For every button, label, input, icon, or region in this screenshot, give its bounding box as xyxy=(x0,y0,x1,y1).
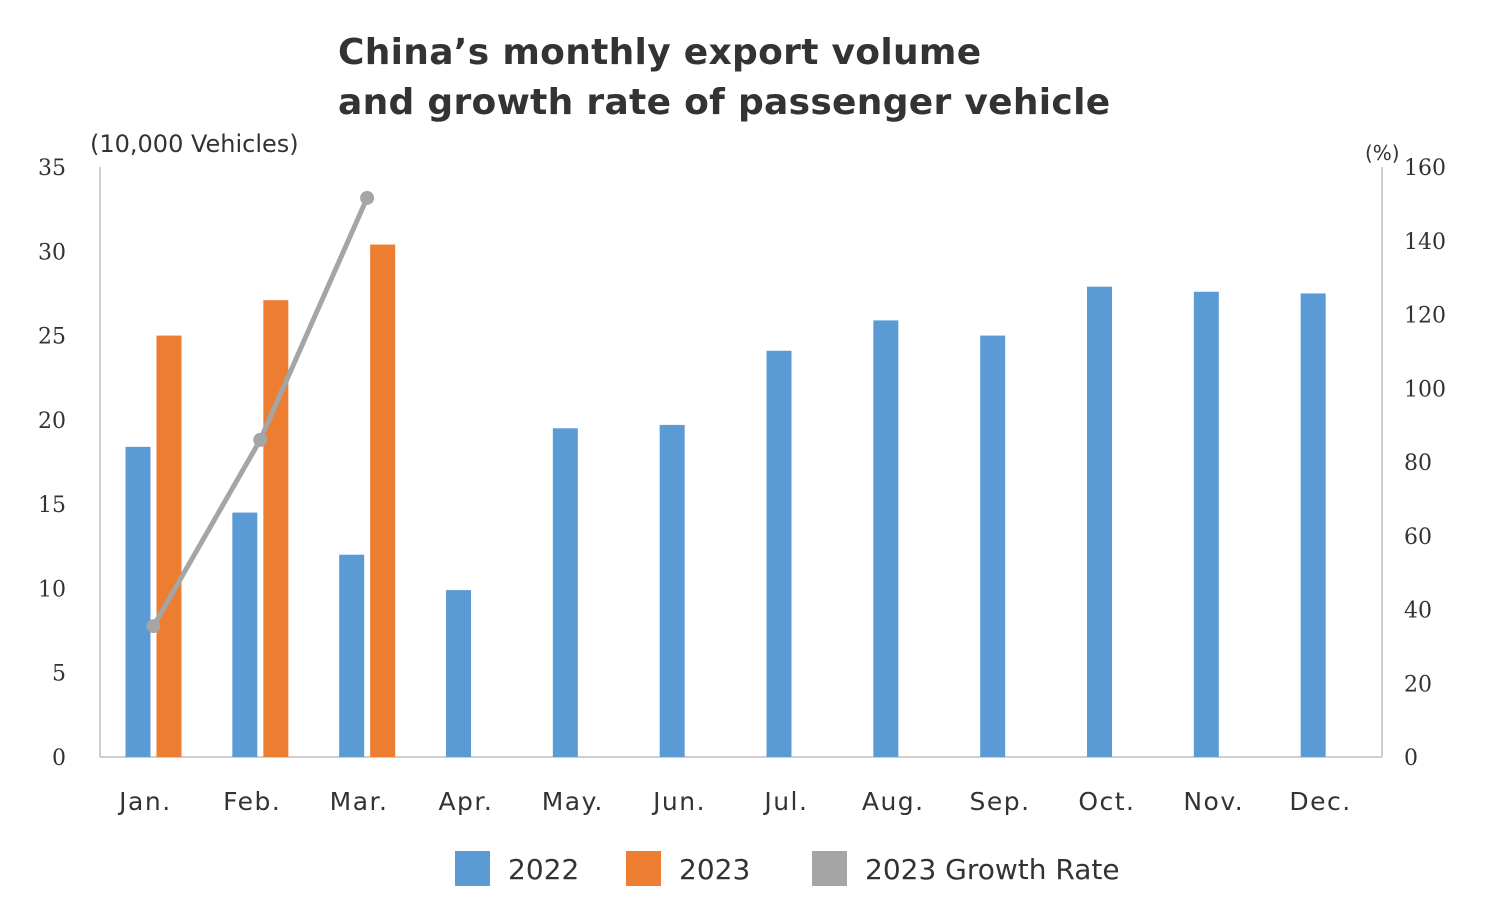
month-label: Oct. xyxy=(1078,787,1135,816)
legend-label: 2022 xyxy=(508,853,579,886)
month-label: Mar. xyxy=(330,787,389,816)
right-tick-label: 140 xyxy=(1404,230,1446,255)
legend-swatch-2023-growth-rate xyxy=(812,851,847,886)
left-tick-label: 35 xyxy=(38,156,66,181)
bar-2022-jan xyxy=(125,446,151,757)
right-tick-label: 0 xyxy=(1404,746,1418,771)
left-tick-label: 0 xyxy=(52,746,66,771)
right-tick-label: 80 xyxy=(1404,451,1432,476)
growth-rate-point xyxy=(146,619,161,634)
right-tick-label: 40 xyxy=(1404,599,1432,624)
bar-2022-sep xyxy=(980,335,1006,757)
left-tick-label: 10 xyxy=(38,577,66,602)
month-label: Nov. xyxy=(1183,787,1244,816)
bar-2022-apr xyxy=(446,590,471,757)
chart-title: China’s monthly export volume and growth… xyxy=(338,28,1110,128)
legend-swatch-2023 xyxy=(626,851,661,886)
right-tick-label: 100 xyxy=(1404,377,1446,402)
left-tick-label: 5 xyxy=(52,662,66,687)
month-label: Aug. xyxy=(862,787,925,816)
month-label: Jan. xyxy=(117,787,171,816)
month-label: May. xyxy=(542,787,604,816)
bar-2022-nov xyxy=(1193,291,1219,757)
right-tick-label: 120 xyxy=(1404,304,1446,329)
chart-title-line2: and growth rate of passenger vehicle xyxy=(338,82,1111,123)
left-tick-label: 25 xyxy=(38,325,66,350)
month-label: Dec. xyxy=(1289,787,1351,816)
growth-rate-line xyxy=(151,196,370,628)
bar-2022-mar xyxy=(339,554,365,757)
right-tick-label: 20 xyxy=(1404,672,1432,697)
bar-2022-oct xyxy=(1087,286,1112,757)
chart-title-line1: China’s monthly export volume xyxy=(338,32,982,73)
bar-2022-jun xyxy=(659,424,685,757)
bar-2023-mar xyxy=(370,244,396,758)
legend-swatch-2022 xyxy=(455,851,490,886)
bar-2023-jan xyxy=(156,335,182,757)
legend-label: 2023 xyxy=(679,853,750,886)
month-label: Jul. xyxy=(762,787,808,816)
right-tick-label: 160 xyxy=(1404,156,1446,181)
legend-label: 2023 Growth Rate xyxy=(865,853,1120,886)
bar-2022-may xyxy=(552,428,578,757)
bar-2023-feb xyxy=(263,300,289,757)
month-label: Apr. xyxy=(438,787,493,816)
bar-2022-feb xyxy=(232,512,258,757)
bar-2022-aug xyxy=(873,320,899,757)
right-tick-label: 60 xyxy=(1404,525,1432,550)
bar-2022-jul xyxy=(766,350,792,757)
left-tick-label: 20 xyxy=(38,409,66,434)
left-tick-label: 15 xyxy=(38,493,66,518)
growth-rate-point xyxy=(360,190,375,205)
month-label: Jun. xyxy=(651,787,706,816)
month-label: Feb. xyxy=(223,787,281,816)
growth-rate-point xyxy=(253,432,268,447)
month-label: Sep. xyxy=(970,787,1031,816)
bar-2022-dec xyxy=(1300,293,1326,757)
left-tick-label: 30 xyxy=(38,240,66,265)
left-axis-unit: (10,000 Vehicles) xyxy=(90,130,299,158)
right-axis-unit: (%) xyxy=(1365,141,1400,165)
